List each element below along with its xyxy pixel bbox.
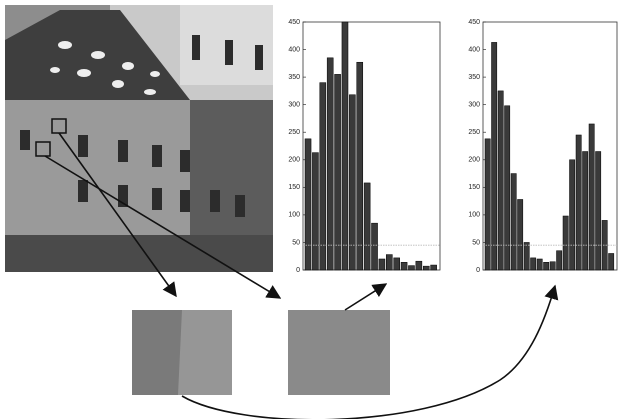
bar	[609, 253, 614, 270]
bar	[320, 83, 326, 270]
bar	[312, 153, 318, 270]
bar	[537, 259, 542, 270]
bar	[342, 22, 348, 270]
bar	[596, 152, 601, 270]
bar	[408, 266, 414, 270]
bar	[511, 174, 516, 270]
bar	[583, 152, 588, 270]
y-tick-label: 450	[288, 19, 300, 26]
y-tick-label: 0	[296, 267, 300, 274]
y-tick-label: 200	[288, 157, 300, 164]
bar	[531, 258, 536, 270]
y-tick-label: 150	[288, 184, 300, 191]
bar	[557, 251, 562, 270]
patches	[132, 310, 390, 395]
y-tick-label: 400	[288, 46, 300, 53]
photo	[5, 5, 273, 272]
bar	[416, 261, 422, 270]
y-tick-label: 100	[468, 212, 480, 219]
y-tick-label: 50	[472, 239, 480, 246]
bar	[576, 135, 581, 270]
bar	[492, 42, 497, 270]
bar	[401, 262, 407, 270]
y-tick-label: 450	[468, 19, 480, 26]
bar	[570, 160, 575, 270]
y-tick-label: 50	[292, 239, 300, 246]
y-tick-label: 250	[288, 129, 300, 136]
y-tick-label: 350	[468, 74, 480, 81]
bar	[379, 259, 385, 270]
bar	[485, 139, 490, 270]
y-tick-label: 350	[288, 74, 300, 81]
bar	[364, 183, 370, 270]
bar	[327, 58, 333, 270]
bar	[357, 62, 363, 270]
bar	[524, 242, 529, 270]
bar	[305, 139, 311, 270]
y-tick-label: 400	[468, 46, 480, 53]
bar	[386, 255, 392, 270]
bar	[335, 74, 341, 270]
bar	[589, 124, 594, 270]
y-tick-label: 250	[468, 129, 480, 136]
bar	[498, 91, 503, 270]
bar	[372, 223, 378, 270]
bar	[550, 262, 555, 270]
histograms: 0 50 100 150 200 250 300 350 400 450 0 50 100 150 200 2…	[288, 19, 617, 274]
bar	[518, 199, 523, 270]
y-tick-label: 150	[468, 184, 480, 191]
bar	[349, 95, 355, 270]
bar	[394, 258, 400, 270]
figure: 0 50 100 150 200 250 300 350 400 450 0 50 100 150 200 2…	[0, 0, 619, 419]
y-tick-label: 0	[476, 267, 480, 274]
bar	[563, 216, 568, 270]
y-tick-label: 300	[468, 102, 480, 109]
y-tick-label: 100	[288, 212, 300, 219]
bar	[423, 266, 429, 270]
bar	[544, 262, 549, 270]
y-tick-label: 300	[288, 102, 300, 109]
bar	[431, 265, 437, 270]
y-tick-label: 200	[468, 157, 480, 164]
